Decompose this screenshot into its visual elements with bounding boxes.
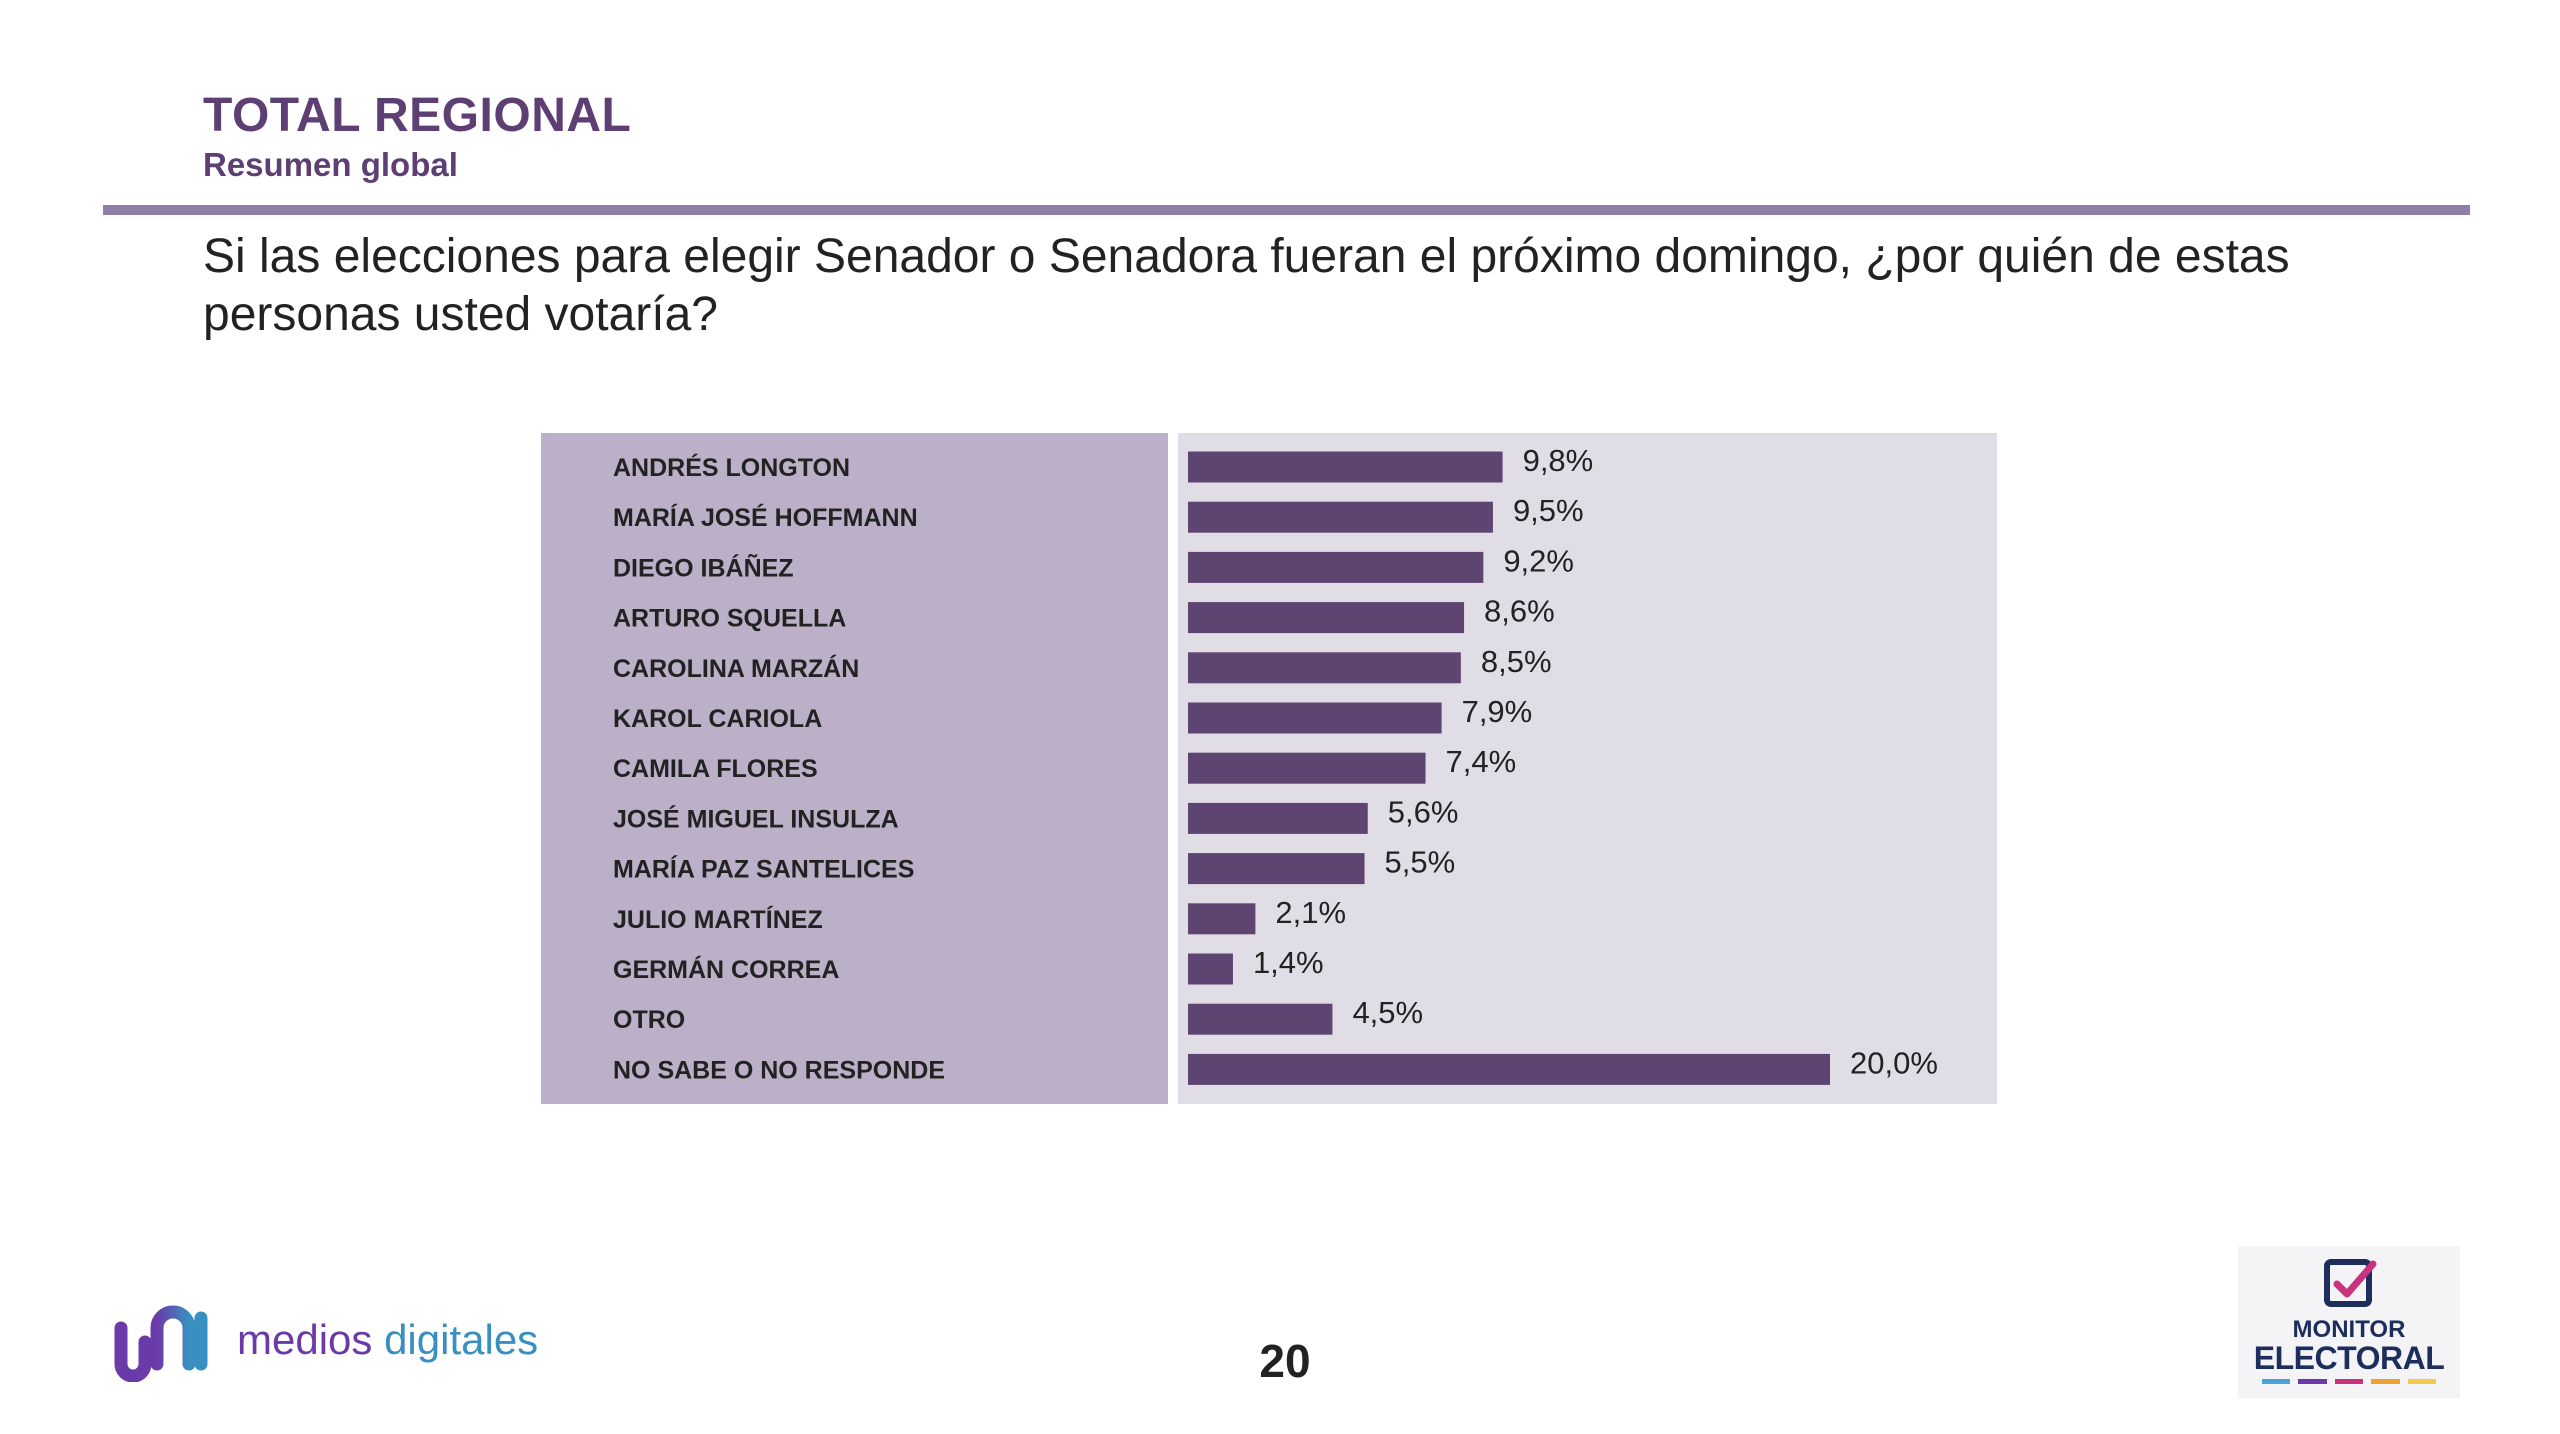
stripe-orange bbox=[2371, 1379, 2400, 1384]
category-label: CAROLINA MARZÁN bbox=[613, 654, 859, 683]
category-label: NO SABE O NO RESPONDE bbox=[613, 1056, 945, 1084]
brand-word-medios: medios bbox=[237, 1316, 373, 1363]
stripe-blue bbox=[2262, 1379, 2291, 1384]
value-label: 9,2% bbox=[1503, 543, 1574, 578]
ballot-check-icon bbox=[2324, 1259, 2377, 1307]
value-label: 20,0% bbox=[1850, 1045, 1938, 1080]
category-label: KAROL CARIOLA bbox=[613, 705, 822, 733]
bar bbox=[1188, 702, 1442, 734]
page-number: 20 bbox=[1259, 1335, 1311, 1387]
value-label: 9,8% bbox=[1523, 443, 1594, 478]
bar bbox=[1188, 1003, 1333, 1035]
value-label: 9,5% bbox=[1513, 493, 1584, 528]
category-label: MARÍA PAZ SANTELICES bbox=[613, 855, 914, 884]
bar bbox=[1188, 1053, 1830, 1085]
bar bbox=[1188, 853, 1365, 885]
brand-word-digitales: digitales bbox=[384, 1316, 539, 1363]
value-label: 5,5% bbox=[1385, 845, 1456, 880]
header-divider bbox=[103, 205, 2470, 215]
value-label: 2,1% bbox=[1275, 895, 1346, 930]
bar bbox=[1188, 752, 1426, 784]
category-label: ARTURO SQUELLA bbox=[613, 605, 846, 633]
value-label: 4,5% bbox=[1352, 995, 1423, 1030]
category-label: JULIO MARTÍNEZ bbox=[613, 905, 823, 934]
electoral-text: ELECTORAL bbox=[2253, 1340, 2445, 1376]
value-label: 7,4% bbox=[1446, 744, 1517, 779]
bar bbox=[1188, 551, 1484, 583]
category-label: OTRO bbox=[613, 1006, 685, 1034]
value-label: 8,6% bbox=[1484, 594, 1555, 629]
bar bbox=[1188, 953, 1233, 985]
bar bbox=[1188, 903, 1256, 935]
bar bbox=[1188, 802, 1368, 834]
monitor-text: MONITOR bbox=[2292, 1316, 2406, 1343]
category-label-panel bbox=[541, 433, 1168, 1104]
bar bbox=[1188, 451, 1503, 483]
stripe-pink bbox=[2334, 1379, 2364, 1384]
bar bbox=[1188, 652, 1461, 684]
value-label: 7,9% bbox=[1462, 694, 1533, 729]
category-label: JOSÉ MIGUEL INSULZA bbox=[613, 804, 899, 833]
page-title: TOTAL REGIONAL bbox=[203, 89, 632, 142]
bar bbox=[1188, 602, 1465, 634]
stripe-yellow bbox=[2407, 1379, 2437, 1384]
stripe-purple bbox=[2298, 1379, 2327, 1384]
value-label: 1,4% bbox=[1253, 945, 1324, 980]
logo-color-stripes bbox=[2262, 1379, 2437, 1384]
category-label: GERMÁN CORREA bbox=[613, 955, 839, 984]
category-label: CAMILA FLORES bbox=[613, 755, 818, 783]
survey-question: Si las elecciones para elegir Senador o … bbox=[203, 230, 2290, 341]
page-subtitle: Resumen global bbox=[203, 146, 458, 183]
category-label: MARÍA JOSÉ HOFFMANN bbox=[613, 503, 918, 532]
medios-digitales-wordmark: medios digitales bbox=[237, 1316, 538, 1364]
bar bbox=[1188, 501, 1493, 533]
medios-digitales-logo: medios digitales bbox=[113, 1298, 538, 1382]
value-label: 5,6% bbox=[1388, 794, 1459, 829]
medios-digitales-mark-icon bbox=[114, 1305, 208, 1382]
value-label: 8,5% bbox=[1481, 644, 1552, 679]
category-label: ANDRÉS LONGTON bbox=[613, 453, 850, 482]
category-label: DIEGO IBÁÑEZ bbox=[613, 552, 794, 582]
monitor-electoral-logo: MONITOR ELECTORAL bbox=[2238, 1246, 2460, 1398]
